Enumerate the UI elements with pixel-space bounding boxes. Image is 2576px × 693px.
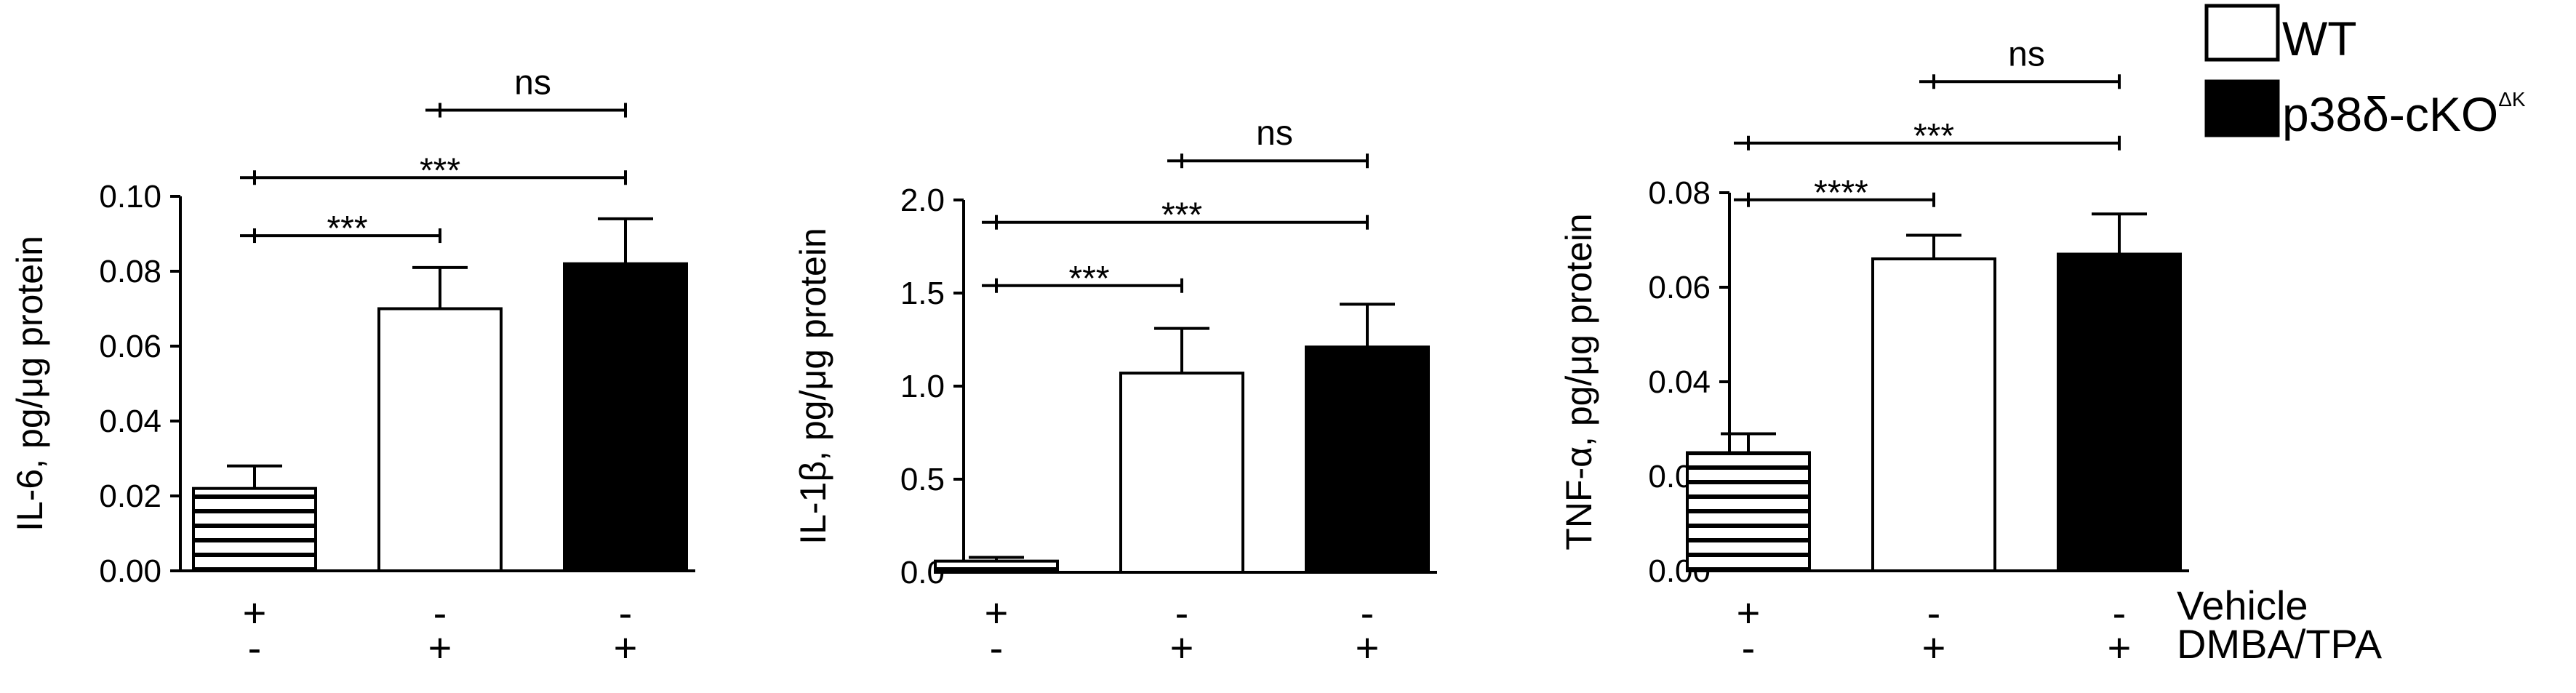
bar [934,559,1059,574]
legend: WT p38δ-cKOΔK [2204,4,2526,141]
vehicle-sign: - [2113,590,2127,636]
y-tick-label: 0.02 [99,478,161,514]
vehicle-sign: + [1737,590,1761,636]
significance-label: ns [514,64,551,103]
row-label-vehicle: Vehicle [2177,582,2308,628]
y-tick-label: 2.0 [900,183,945,218]
vehicle-sign: - [1175,590,1189,636]
y-tick-label: 0.06 [99,329,161,364]
bar [192,486,317,573]
y-tick-label: 0.04 [1648,364,1711,400]
dmba-tpa-sign: + [1170,625,1194,670]
legend-label-1: WT [2282,12,2357,65]
bar [1305,345,1430,574]
vehicle-sign: - [433,590,447,636]
significance-label: *** [1913,117,1954,156]
vehicle-sign: - [1927,590,1941,636]
y-axis-label: TNF-α, pg/μg protein [1559,213,1599,550]
dmba-tpa-sign: + [614,625,638,670]
y-axis-label: IL-1β, pg/μg protein [793,228,833,545]
dmba-tpa-sign: - [990,625,1004,670]
legend-label-text: WT [2282,12,2357,65]
y-tick-label: 0.00 [99,553,161,589]
vehicle-sign: + [985,590,1009,636]
dmba-tpa-sign: - [1742,625,1756,670]
chart-panel-1: 0.00 0.02 0.04 0.06 0.08 0.10 IL-6, pg/μg prot… [9,64,695,589]
y-tick-label: 0.08 [99,254,161,289]
y-tick-label: 0.5 [900,462,945,497]
bar [1119,372,1244,574]
significance-label: ns [2008,35,2045,73]
dmba-tpa-sign: + [2108,625,2132,670]
dmba-tpa-sign: + [1356,625,1380,670]
y-tick-label: 0.06 [1648,270,1711,305]
significance-label: **** [1814,174,1868,212]
legend-swatch-1 [2204,4,2280,62]
legend-label-2: p38δ-cKOΔK [2282,87,2526,141]
vehicle-sign: - [1361,590,1375,636]
bar [1871,257,1996,572]
y-axis-label: IL-6, pg/μg protein [9,236,50,532]
y-tick-label: 0.08 [1648,175,1711,211]
legend-label-text: p38δ-cKO [2282,87,2498,141]
vehicle-sign: - [619,590,633,636]
dmba-tpa-sign: - [248,625,262,670]
legend-label-superscript: ΔK [2498,88,2526,111]
y-tick-label: 0.10 [99,179,161,215]
bar [1686,451,1811,572]
y-tick-label: 1.5 [900,276,945,311]
significance-label: *** [420,151,460,190]
y-tick-label: 1.0 [900,369,945,404]
chart-panel-2: 0.00.51.01.52.0IL-1β, pg/μg protein *****… [793,114,1437,590]
vehicle-sign: + [243,590,267,636]
bar [563,262,688,572]
significance-label: *** [327,209,367,248]
row-label-dmba-tpa: DMBA/TPA [2177,621,2383,667]
dmba-tpa-sign: + [1922,625,1946,670]
dmba-tpa-sign: + [428,625,452,670]
bar [377,307,503,572]
y-tick-label: 0.04 [99,404,161,439]
significance-label: *** [1161,196,1202,235]
legend-swatch-2 [2204,79,2280,137]
significance-label: *** [1068,260,1109,298]
chart-panels: 0.00 0.02 0.04 0.06 0.08 0.10 IL-6, pg/μg prot… [9,35,2189,590]
significance-label: ns [1256,114,1293,153]
bar [2057,252,2182,572]
